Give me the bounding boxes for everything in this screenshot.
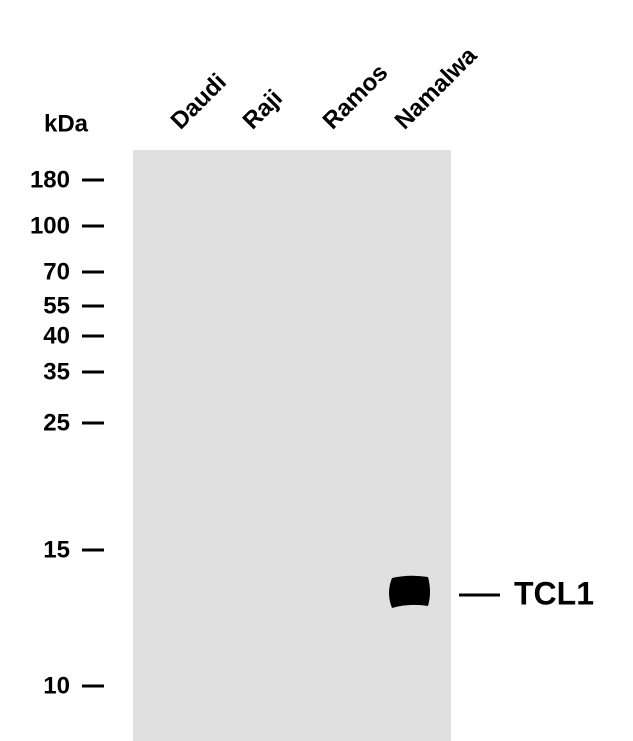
unit-label: kDa xyxy=(44,110,89,137)
marker-ladder: 180 100 70 55 40 35 25 15 10 xyxy=(30,166,104,699)
lane-label: Ramos xyxy=(318,59,394,135)
marker-label: 40 xyxy=(43,322,70,349)
band xyxy=(389,575,430,608)
marker-label: 180 xyxy=(30,166,70,193)
lane-label: Raji xyxy=(238,85,288,135)
lane-label: Namalwa xyxy=(390,42,483,135)
marker-label: 35 xyxy=(43,358,70,385)
blot-membrane xyxy=(133,150,451,741)
marker-label: 10 xyxy=(43,672,70,699)
marker-label: 100 xyxy=(30,212,70,239)
marker-label: 70 xyxy=(43,258,70,285)
marker-label: 55 xyxy=(43,292,70,319)
marker-label: 15 xyxy=(43,536,70,563)
lane-label: Daudi xyxy=(166,68,232,134)
band-label: TCL1 xyxy=(514,575,594,611)
marker-label: 25 xyxy=(43,409,70,436)
